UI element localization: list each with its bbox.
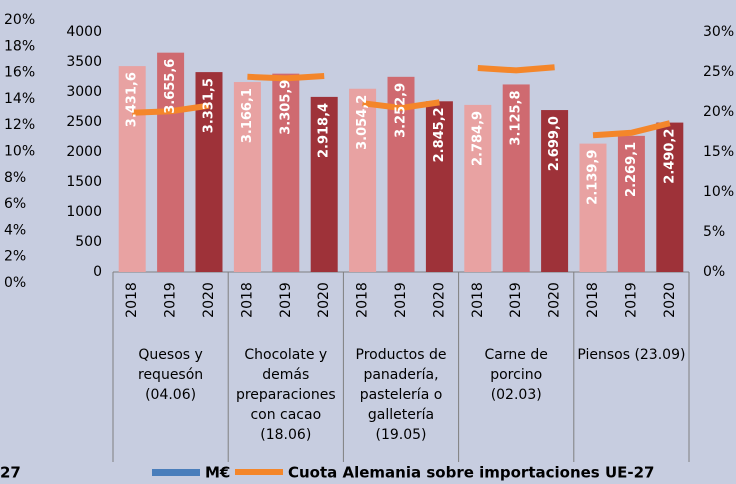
y-tick-label: 500 xyxy=(75,234,102,250)
x-tick-label: 2018 xyxy=(470,282,486,318)
data-label: 2.699,0 xyxy=(547,116,562,171)
y3-tick-label: 10% xyxy=(4,144,35,160)
x-tick-label: 2020 xyxy=(547,282,563,318)
y3-tick-label: 0% xyxy=(4,275,26,291)
data-label: 3.054,2 xyxy=(355,95,370,150)
x-tick-label: 2020 xyxy=(201,282,217,318)
bar xyxy=(349,88,377,272)
x-tick-label: 2019 xyxy=(163,282,179,318)
bar xyxy=(272,73,300,272)
x-tick-label: 2019 xyxy=(393,282,409,318)
y-tick-label: 0 xyxy=(93,264,102,280)
data-label: 2.139,9 xyxy=(586,150,601,205)
y-tick-label: 3000 xyxy=(66,84,102,100)
bar xyxy=(617,135,645,272)
group-label: Carne de xyxy=(485,347,548,363)
x-tick-label: 2020 xyxy=(316,282,332,318)
line-segment xyxy=(362,99,440,112)
x-tick-label: 2018 xyxy=(585,282,601,318)
group-label: porcino xyxy=(490,367,542,383)
group-label: Chocolate y xyxy=(244,347,327,363)
y3-tick-label: 20% xyxy=(4,12,35,28)
y-tick-label: 1500 xyxy=(66,174,102,190)
y3-tick-label: 8% xyxy=(4,170,26,186)
bar xyxy=(233,82,261,272)
line-segment xyxy=(592,120,671,139)
y2-tick-label: 20% xyxy=(703,104,734,120)
y2-tick-label: 0% xyxy=(703,264,725,280)
group-label: demás xyxy=(262,367,309,383)
bar xyxy=(118,66,146,272)
group-label: (18.06) xyxy=(260,427,311,443)
data-label: 3.305,9 xyxy=(278,80,293,135)
data-label: 3.252,9 xyxy=(394,83,409,138)
y3-tick-label: 2% xyxy=(4,249,26,265)
x-tick-label: 2018 xyxy=(239,282,255,318)
x-tick-label: 2019 xyxy=(508,282,524,318)
y-tick-label: 2500 xyxy=(66,114,102,130)
bar xyxy=(579,143,607,272)
y-tick-label: 1000 xyxy=(66,204,102,220)
x-tick-label: 2018 xyxy=(124,282,140,318)
bar xyxy=(502,84,530,273)
y-tick-label: 4000 xyxy=(66,24,102,40)
group-label: requesón xyxy=(138,367,203,383)
group-label: (02.03) xyxy=(491,387,542,403)
line-segment xyxy=(477,64,555,74)
group-label: (19.05) xyxy=(375,427,426,443)
data-label: 3.125,8 xyxy=(509,90,524,145)
line-segment xyxy=(247,73,325,82)
group-label: (04.06) xyxy=(145,387,196,403)
y-tick-label: 2000 xyxy=(66,144,102,160)
bar xyxy=(310,96,338,272)
bar xyxy=(541,110,569,272)
y2-tick-label: 15% xyxy=(703,144,734,160)
group-label: galletería xyxy=(368,407,434,423)
legend-fragment: 27 xyxy=(0,464,21,482)
y3-tick-label: 18% xyxy=(4,38,35,54)
x-tick-label: 2019 xyxy=(278,282,294,318)
y3-tick-label: 16% xyxy=(4,65,35,81)
data-label: 2.784,9 xyxy=(470,111,485,166)
bar xyxy=(157,52,185,272)
legend-swatch xyxy=(152,469,200,476)
group-label: con cacao xyxy=(250,407,321,423)
group-label: Piensos (23.09) xyxy=(577,347,685,363)
bar xyxy=(656,122,684,272)
y2-tick-label: 10% xyxy=(703,184,734,200)
data-label: 2.845,2 xyxy=(432,107,447,162)
y3-tick-label: 14% xyxy=(4,91,35,107)
legend-label: Cuota Alemania sobre importaciones UE-27 xyxy=(288,464,654,482)
legend-label: M€ xyxy=(205,464,230,482)
group-label: pastelería o xyxy=(360,387,443,403)
y-tick-label: 3500 xyxy=(66,54,102,70)
data-label: 3.166,1 xyxy=(240,88,255,143)
group-label: Quesos y xyxy=(138,347,202,363)
y2-tick-label: 30% xyxy=(703,24,734,40)
data-label: 2.490,2 xyxy=(662,129,677,184)
y2-tick-label: 25% xyxy=(703,64,734,80)
group-label: preparaciones xyxy=(236,387,336,403)
group-label: panadería, xyxy=(363,367,438,383)
x-tick-label: 2020 xyxy=(662,282,678,318)
y2-tick-label: 5% xyxy=(703,224,725,240)
y3-tick-label: 12% xyxy=(4,117,35,133)
x-tick-label: 2019 xyxy=(623,282,639,318)
data-label: 3.431,6 xyxy=(125,72,140,127)
data-label: 3.655,6 xyxy=(163,59,178,114)
x-tick-label: 2020 xyxy=(431,282,447,318)
x-tick-label: 2018 xyxy=(355,282,371,318)
data-label: 2.918,4 xyxy=(317,103,332,158)
y3-tick-label: 4% xyxy=(4,222,26,238)
bar xyxy=(464,104,492,272)
group-label: Productos de xyxy=(356,347,447,363)
data-label: 3.331,5 xyxy=(202,78,217,133)
y3-tick-label: 6% xyxy=(4,196,26,212)
data-label: 2.269,1 xyxy=(624,142,639,197)
line-segment xyxy=(132,102,210,116)
bar xyxy=(425,101,453,273)
